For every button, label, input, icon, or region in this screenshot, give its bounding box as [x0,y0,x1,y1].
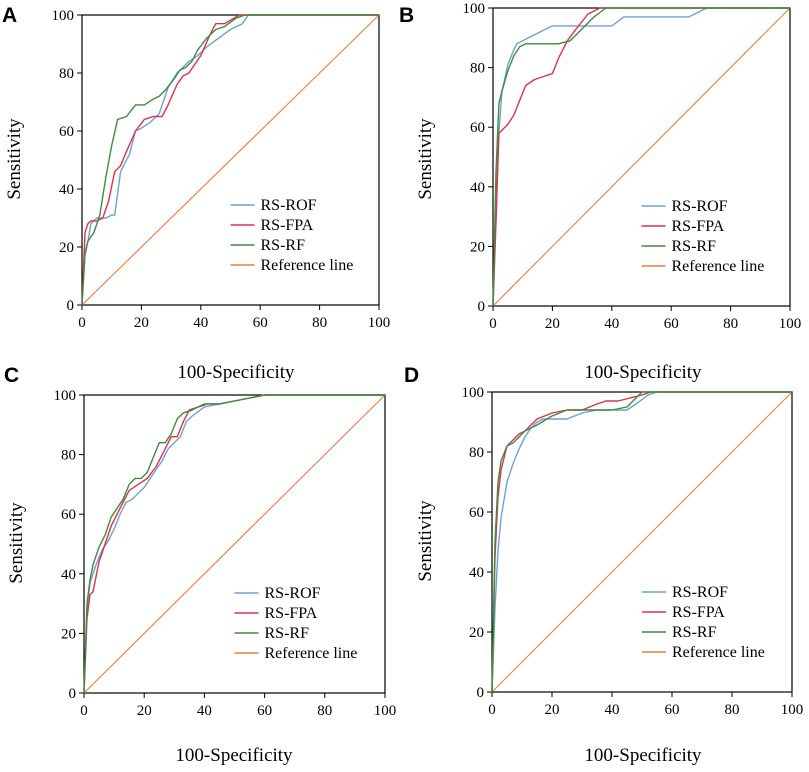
panel-d-series-reference-line [491,391,793,693]
panel-c-y-tick-label: 20 [61,626,76,642]
panel-d-x-tick-label: 80 [725,702,740,718]
panel-b-series-rs-fpa [492,7,790,307]
panel-c-y-tick-label: 100 [54,388,77,404]
panel-c-y-tick-label: 40 [61,567,76,583]
panel-b-legend-label: Reference line [672,258,765,275]
panel-c-x-tick-label: 20 [137,703,152,719]
panel-a-plot-frame [81,14,380,306]
panel-c-x-tick-label: 100 [374,703,397,719]
panel-a-x-tick-label: 100 [368,315,391,331]
panel-a-y-tick-label: 20 [59,240,74,256]
panel-b-y-tick-label: 100 [463,1,486,17]
panel-a-x-tick-label: 20 [134,315,149,331]
panel-a-series-rs-rf [81,14,379,306]
panel-d-x-tick-label: 20 [545,702,560,718]
panel-c: C 0 20 40 60 80 100 0 20 40 60 80 100 100-Specificity… [4,364,396,766]
panel-a-x-tick-label: 0 [78,315,86,331]
panel-d-x-tick-label: 0 [488,702,496,718]
panel-d-y-tick-label: 80 [469,445,484,461]
panel-b-legend-label: RS-RF [672,238,717,255]
panel-c-y-axis-label: Sensitivity [6,502,27,584]
panel-a-series-rs-rof [81,14,379,306]
panel-c-legend-label: RS-RF [265,625,310,642]
panel-c-y-tick-label: 0 [69,686,77,702]
panel-a-legend-label: RS-ROF [261,197,317,214]
panel-a-y-tick-label: 60 [59,124,74,140]
panel-d-y-axis-label: Sensitivity [415,500,436,582]
panel-c-series-reference-line [83,394,386,694]
panel-a-x-tick-label: 60 [253,315,268,331]
panel-d-y-tick-label: 0 [477,685,485,701]
panel-d-letter: D [404,364,419,387]
panel-a-letter: A [2,4,17,27]
panel-a-y-tick-label: 40 [59,182,74,198]
panel-c-x-tick-label: 40 [197,703,212,719]
panel-a-y-tick-label: 100 [52,8,75,24]
panel-b-y-tick-label: 40 [470,180,485,196]
panel-a-y-tick-label: 0 [67,298,75,314]
panel-d-x-axis-label: 100-Specificity [584,745,702,766]
panel-a-y-tick-label: 80 [59,66,74,82]
panel-d-legend-label: Reference line [672,644,765,661]
panel-d-x-tick-label: 40 [605,702,620,718]
panel-a-legend-label: RS-RF [261,237,306,254]
panel-c-legend-label: RS-FPA [265,605,318,622]
panel-c-x-axis-label: 100-Specificity [175,745,293,766]
panel-b-x-tick-label: 100 [779,316,802,332]
panel-a-legend-label: Reference line [261,257,354,274]
panel-b-y-tick-label: 0 [478,299,486,315]
panel-b-x-tick-label: 80 [723,316,738,332]
panel-a-x-axis-label: 100-Specificity [177,362,295,383]
panel-c-x-tick-label: 80 [317,703,332,719]
panel-b-legend-label: RS-ROF [672,198,728,215]
panel-d-legend-label: RS-FPA [672,604,725,621]
panel-c-plot-frame [83,394,386,694]
panel-d: D 0 20 40 60 80 100 0 20 40 60 80 100 100-Specificity… [404,364,803,766]
panel-b-legend-label: RS-FPA [672,218,725,235]
panel-b-y-tick-label: 60 [470,120,485,136]
panel-b-x-tick-label: 20 [545,316,560,332]
panel-c-series-rs-rf [83,394,385,694]
panel-d-y-tick-label: 40 [469,565,484,581]
panel-a-x-tick-label: 80 [312,315,327,331]
panel-b-x-tick-label: 60 [664,316,679,332]
panel-a-y-axis-label: Sensitivity [4,118,25,200]
panel-b-y-tick-label: 80 [470,61,485,77]
panel-c-y-tick-label: 80 [61,448,76,464]
panel-a-legend-label: RS-FPA [261,217,314,234]
panel-d-y-tick-label: 20 [469,625,484,641]
panel-d-legend-label: RS-ROF [672,584,728,601]
panel-c-legend-label: Reference line [265,645,358,662]
panel-b-y-axis-label: Sensitivity [415,118,436,200]
panel-b-x-axis-label: 100-Specificity [584,362,702,383]
panel-d-series-rs-fpa [491,391,792,693]
panel-d-y-tick-label: 60 [469,505,484,521]
panel-d-x-tick-label: 60 [665,702,680,718]
panel-c-letter: C [4,364,19,387]
panel-a-x-tick-label: 40 [193,315,208,331]
panel-b-series-rs-rf [492,7,790,307]
panel-b-x-tick-label: 40 [604,316,619,332]
panel-c-legend-label: RS-ROF [265,585,321,602]
panel-a-series-reference-line [81,14,380,306]
panel-d-legend-label: RS-RF [672,624,717,641]
panel-d-series-rs-rof [491,391,792,693]
panel-d-y-tick-label: 100 [462,385,485,401]
panel-a: A 0 20 40 60 80 100 0 20 40 60 80 100 100-Specificity… [2,4,390,383]
panel-d-x-tick-label: 100 [781,702,804,718]
panel-b-y-tick-label: 20 [470,239,485,255]
panel-b-letter: B [399,4,414,27]
panel-c-y-tick-label: 60 [61,507,76,523]
panel-d-series-rs-rf [491,391,792,693]
panel-b-x-tick-label: 0 [489,316,497,332]
panel-c-x-tick-label: 0 [80,703,88,719]
panel-b: B 0 20 40 60 80 100 0 20 40 60 80 100 100-Specificity… [399,1,801,383]
panel-c-x-tick-label: 60 [257,703,272,719]
panel-b-series-reference-line [492,7,791,307]
